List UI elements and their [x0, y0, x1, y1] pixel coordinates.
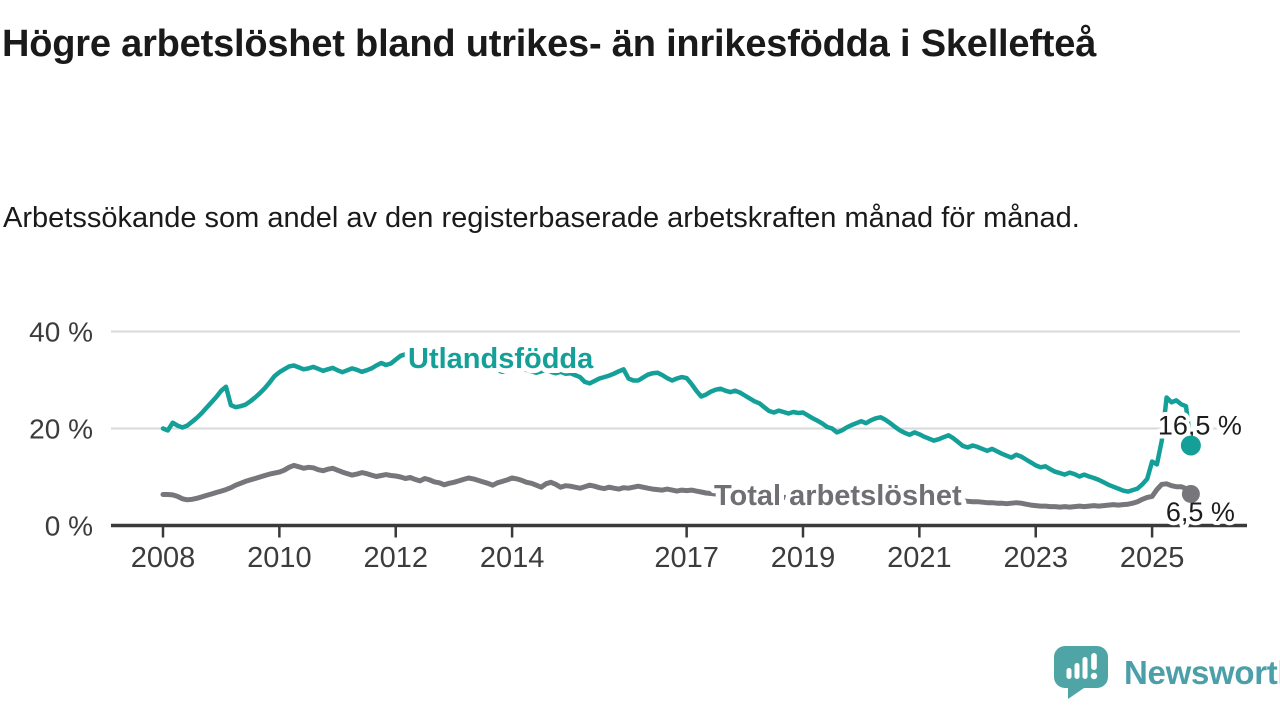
newsworthy-brand: Newsworthy [1054, 646, 1280, 699]
latest-point-dot-total [1181, 484, 1200, 503]
speech-bubble-shape [1054, 646, 1108, 699]
x-tick-label: 2017 [654, 542, 719, 574]
series-label-utlandsfodda: Utlandsfödda [408, 343, 594, 375]
x-tick-label: 2021 [887, 542, 952, 574]
y-tick-label: 40 % [29, 317, 93, 348]
x-tick-label: 2010 [247, 542, 312, 574]
y-tick-label: 20 % [29, 414, 93, 445]
bar-tall [1082, 657, 1088, 679]
x-tick-label: 2025 [1120, 542, 1185, 574]
latest-value-label-total: 6,5 % [1166, 497, 1235, 527]
bar-medium [1074, 663, 1080, 679]
latest-point-dot-utlandsfodda [1180, 435, 1201, 456]
x-tick-label: 2019 [771, 542, 836, 574]
chart-subtitle: Arbetssökande som andel av den registerb… [3, 202, 1080, 234]
series-line-total [160, 462, 1194, 510]
exclamation-dot [1090, 672, 1098, 680]
x-tick-label: 2008 [131, 542, 196, 574]
x-tick-label: 2023 [1003, 542, 1068, 574]
page-title: Högre arbetslöshet bland utrikes- än inr… [2, 23, 1097, 65]
unemployment-line-chart: 0 % 20 % 40 % 2008 2010 2012 2014 2017 2019 2021 2… [29, 317, 1247, 574]
y-tick-label: 0 % [45, 511, 93, 542]
newsworthy-logo-icon [1054, 646, 1108, 699]
bar-small [1066, 668, 1072, 679]
x-tick-label: 2012 [363, 542, 428, 574]
series-line-utlandsfodda [160, 352, 1194, 494]
x-tick-label: 2014 [480, 542, 545, 574]
brand-name: Newsworthy [1124, 653, 1280, 691]
exclamation-stem [1091, 653, 1097, 670]
latest-value-label-utlandsfodda: 16,5 % [1158, 410, 1242, 440]
series-label-total: Total arbetslöshet [714, 480, 962, 512]
